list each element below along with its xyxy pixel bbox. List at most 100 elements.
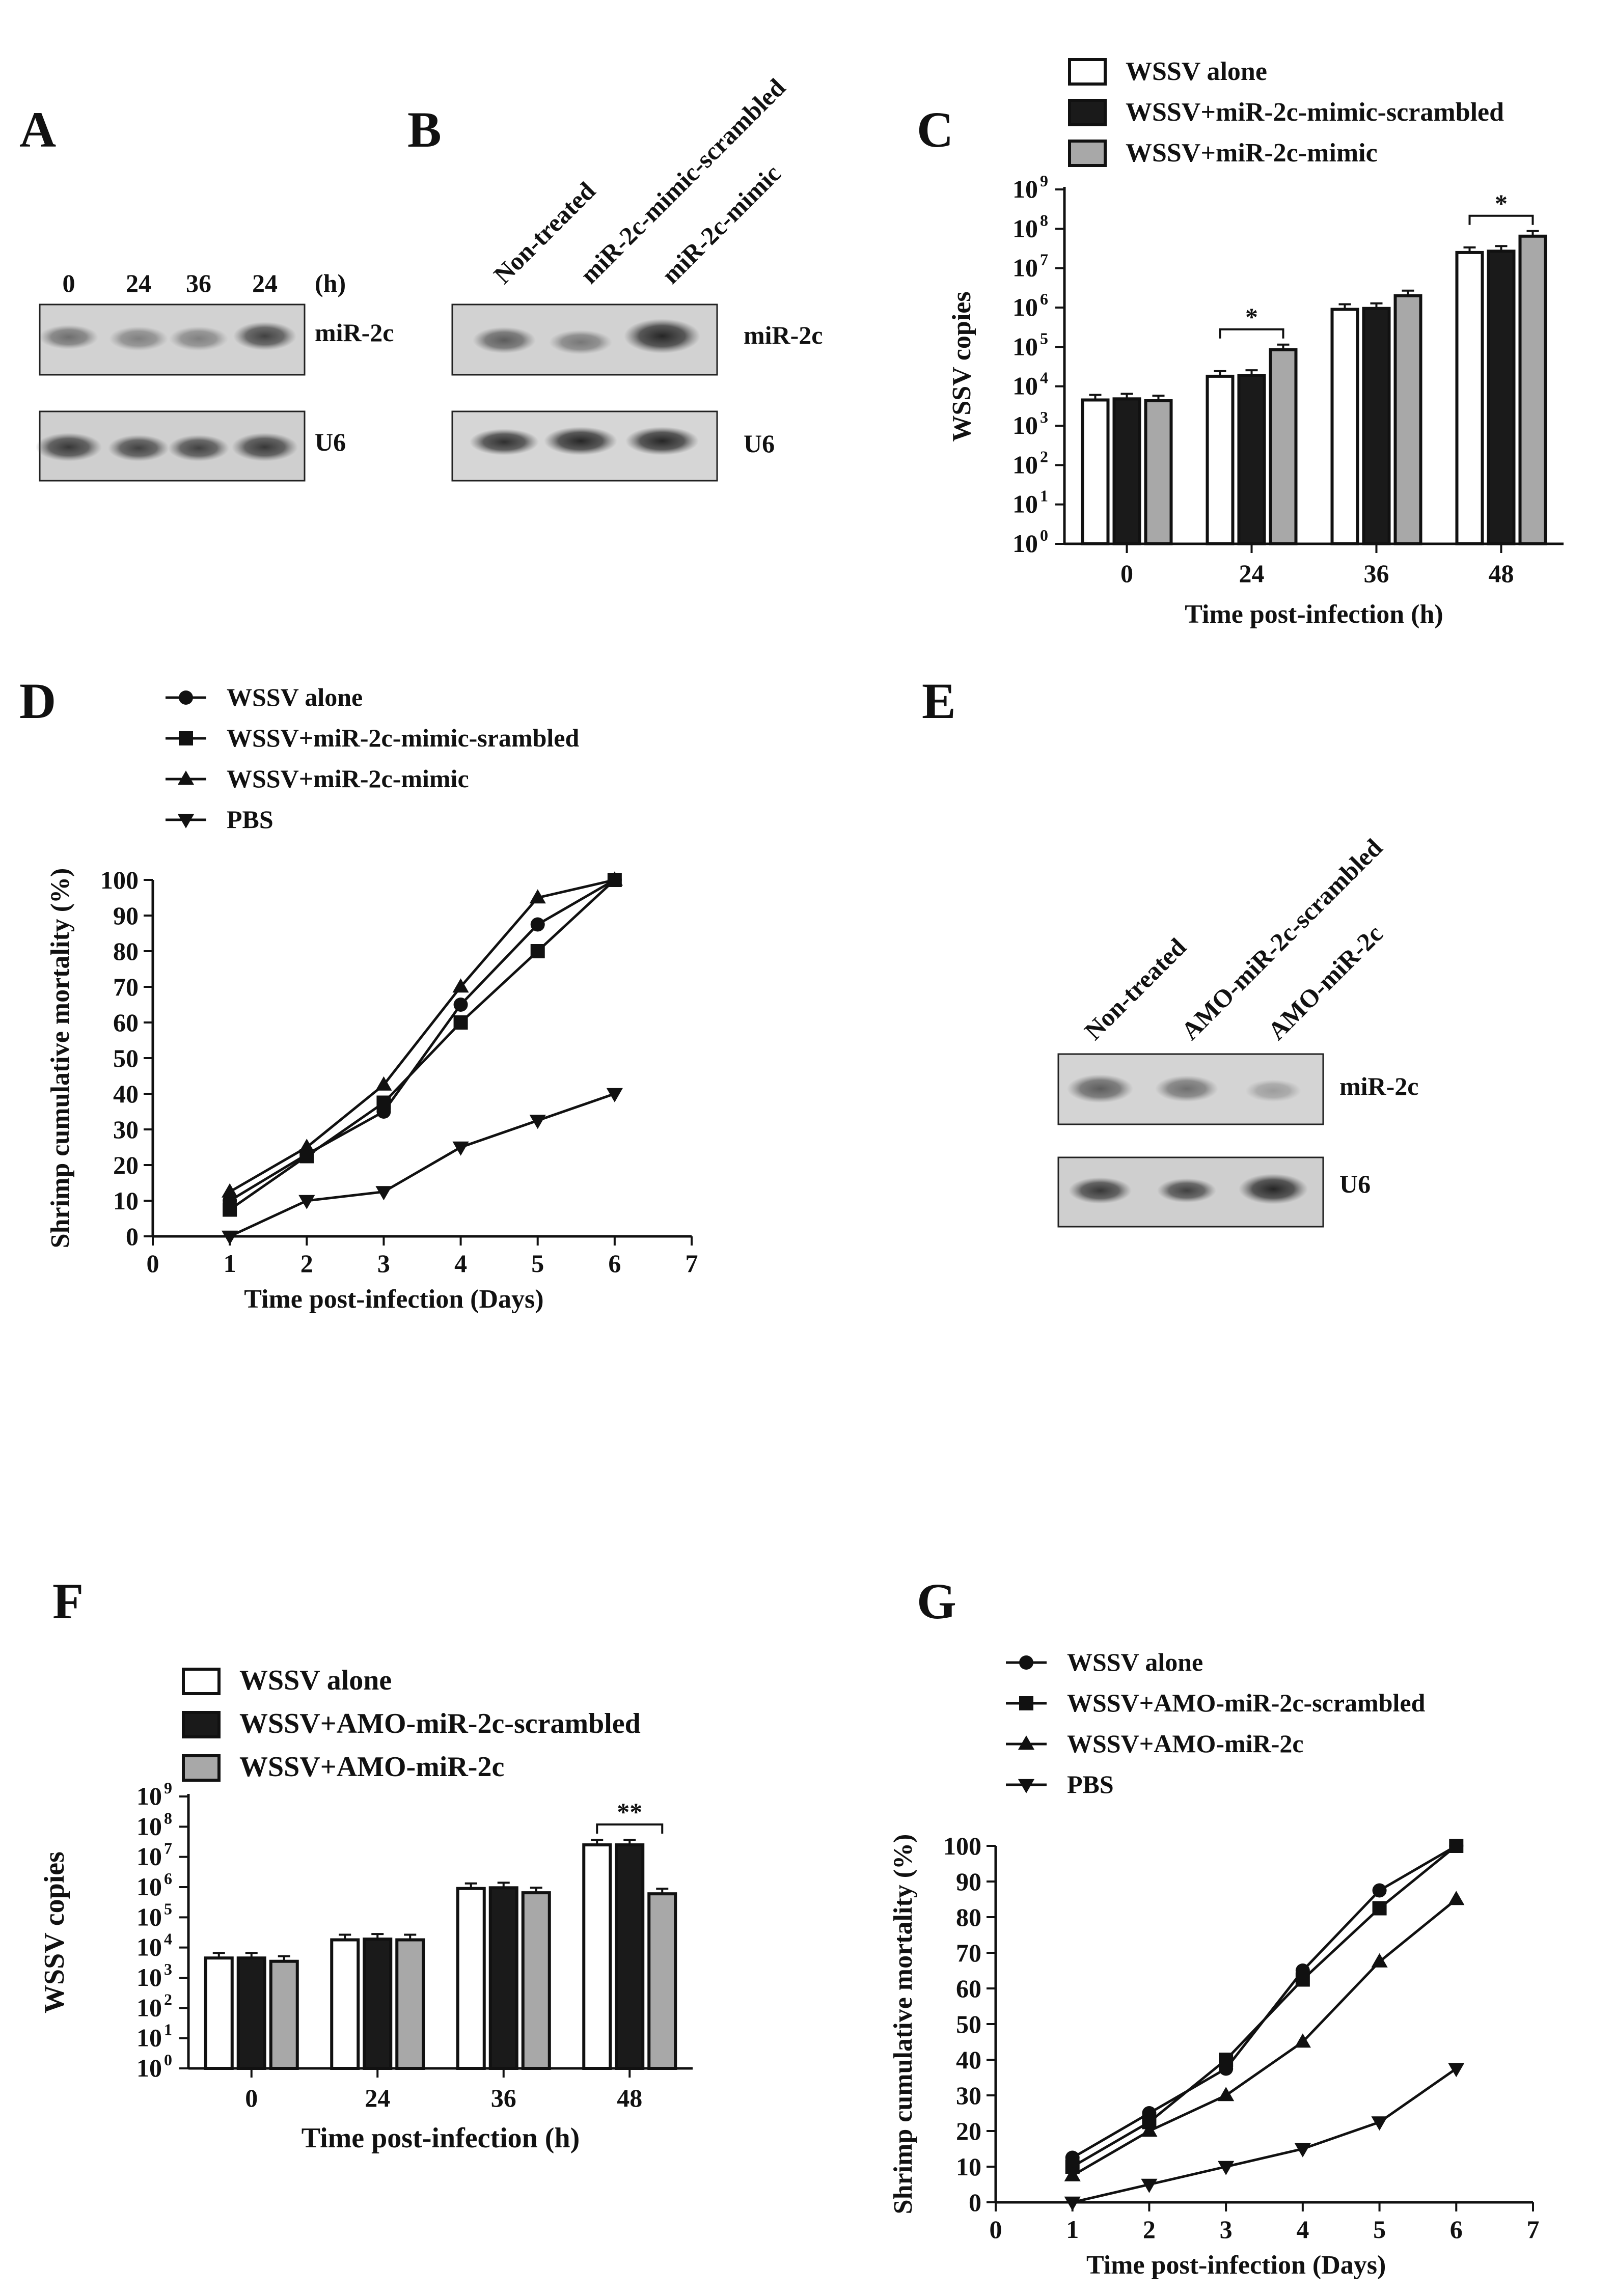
bar xyxy=(647,1892,677,2070)
y-tick-label-exponent: 9 xyxy=(164,1779,172,1797)
bar xyxy=(582,1843,612,2070)
blot-band xyxy=(233,322,296,350)
x-tick-label: 4 xyxy=(1296,2215,1309,2244)
y-tick-label: 100 xyxy=(943,1832,981,1860)
marker-square xyxy=(530,944,545,958)
y-tick-label-base: 10 xyxy=(1012,214,1038,242)
x-axis-label: Time post-infection (Days) xyxy=(1086,2251,1386,2280)
y-tick-label: 80 xyxy=(113,937,139,965)
y-tick-label-exponent: 6 xyxy=(164,1869,172,1888)
y-tick-label: 0 xyxy=(126,1222,139,1251)
marker-triangle-up xyxy=(606,871,623,886)
y-tick-label: 30 xyxy=(113,1115,139,1144)
legend-label: WSSV+AMO-miR-2c-scrambled xyxy=(239,1708,641,1739)
x-tick-label: 0 xyxy=(245,2084,258,2112)
y-tick-label-base: 10 xyxy=(136,1782,162,1810)
x-tick-label: 36 xyxy=(491,2084,516,2112)
y-tick-label-exponent: 3 xyxy=(1040,408,1048,426)
marker-triangle-down xyxy=(222,1230,238,1245)
x-tick-label: 6 xyxy=(608,1249,621,1278)
legend-label: PBS xyxy=(227,805,273,834)
bar xyxy=(269,1959,299,2070)
blot-band xyxy=(1067,1074,1133,1103)
band-label-mir2c: miR-2c xyxy=(1339,1072,1419,1100)
bar xyxy=(1144,399,1173,545)
y-tick-label-base: 10 xyxy=(136,1993,162,2022)
y-tick-label-base: 10 xyxy=(1012,175,1038,203)
legend-label: WSSV alone xyxy=(1126,57,1267,86)
y-tick-label-base: 10 xyxy=(1012,254,1038,282)
bar xyxy=(1206,374,1235,545)
significance-label: * xyxy=(1245,302,1258,331)
y-tick-label-base: 10 xyxy=(136,1872,162,1901)
marker-circle xyxy=(1372,1883,1387,1898)
bar xyxy=(1269,348,1298,546)
y-axis-label: Shrimp cumulative mortality (%) xyxy=(889,1834,918,2215)
y-tick-label-exponent: 9 xyxy=(1040,172,1048,190)
band-label-mir2c: miR-2c xyxy=(315,318,394,347)
y-tick-label-exponent: 5 xyxy=(1040,329,1048,347)
panel-letter-b: B xyxy=(407,101,442,158)
blot-band xyxy=(470,429,539,455)
blot-band xyxy=(232,433,298,461)
y-tick-label: 40 xyxy=(956,2045,981,2074)
blot-band xyxy=(168,435,229,461)
x-tick-label: 1 xyxy=(1066,2215,1079,2244)
series-line xyxy=(1072,2067,1457,2204)
legend-swatch xyxy=(182,1711,221,1738)
marker-square xyxy=(223,1202,237,1217)
x-tick-label: 4 xyxy=(454,1249,467,1278)
series-line xyxy=(229,879,616,1211)
panel-letter-c: C xyxy=(917,101,953,158)
legend-label: WSSV+miR-2c-mimic xyxy=(227,764,469,793)
y-tick-label: 70 xyxy=(956,1939,981,1967)
marker-triangle-down xyxy=(298,1195,315,1209)
marker-circle xyxy=(453,998,468,1012)
y-tick-label-exponent: 5 xyxy=(164,1899,172,1918)
panel-letter-e: E xyxy=(922,673,956,729)
legend-label: WSSV alone xyxy=(239,1665,392,1696)
marker-triangle-down xyxy=(1371,2116,1388,2131)
marker-triangle-up xyxy=(1218,2087,1235,2101)
x-tick-label: 2 xyxy=(300,1249,313,1278)
chart-f-wssv-copies: WSSV alone WSSV+AMO-miR-2c-scrambled WSSV+… xyxy=(39,1665,693,2154)
series-line xyxy=(229,1092,615,1238)
blot-panel-b: Non-treated miR-2c-mimic-scrambled miR-2… xyxy=(451,73,823,482)
y-tick-label-exponent: 7 xyxy=(1040,251,1048,269)
panel-letter-a: A xyxy=(19,101,56,158)
series-line xyxy=(229,878,616,1202)
panel-letter-d: D xyxy=(19,673,56,729)
blot-band xyxy=(624,319,700,353)
y-axis-label: WSSV copies xyxy=(39,1851,70,2013)
marker-triangle-down xyxy=(375,1186,392,1201)
legend-label: WSSV alone xyxy=(227,683,363,711)
lane-label: 36 xyxy=(186,269,211,297)
y-tick-label: 10 xyxy=(113,1186,139,1215)
lane-label: 24 xyxy=(252,269,278,297)
marker-triangle-down xyxy=(177,814,195,828)
y-tick-label-base: 10 xyxy=(136,1902,162,1931)
marker-square xyxy=(1219,2053,1234,2067)
blot-panel-a: 0 24 36 24 (h) miR-2c U6 xyxy=(36,269,394,482)
series-line xyxy=(1072,1898,1457,2177)
x-tick-label: 48 xyxy=(1489,559,1514,588)
y-axis-label: Shrimp cumulative mortality (%) xyxy=(46,868,75,1249)
y-tick-label-base: 10 xyxy=(1012,332,1038,361)
marker-triangle-down xyxy=(1018,1779,1035,1793)
y-tick-label-base: 10 xyxy=(1012,411,1038,439)
x-axis-label: Time post-infection (h) xyxy=(1185,600,1443,629)
y-tick-label-base: 10 xyxy=(1012,293,1038,321)
marker-circle xyxy=(1019,1655,1033,1670)
bar xyxy=(236,1956,266,2070)
marker-square xyxy=(1019,1696,1033,1710)
panel-letter-g: G xyxy=(917,1573,956,1629)
marker-triangle-up xyxy=(452,978,469,993)
x-tick-label: 48 xyxy=(617,2084,642,2112)
marker-triangle-up xyxy=(1018,1735,1035,1750)
bar xyxy=(1112,397,1141,545)
lane-label: 24 xyxy=(126,269,151,297)
y-tick-label: 50 xyxy=(113,1044,139,1072)
significance-label: * xyxy=(1495,189,1508,217)
marker-triangle-down xyxy=(1294,2143,1311,2157)
bar xyxy=(1237,374,1266,546)
